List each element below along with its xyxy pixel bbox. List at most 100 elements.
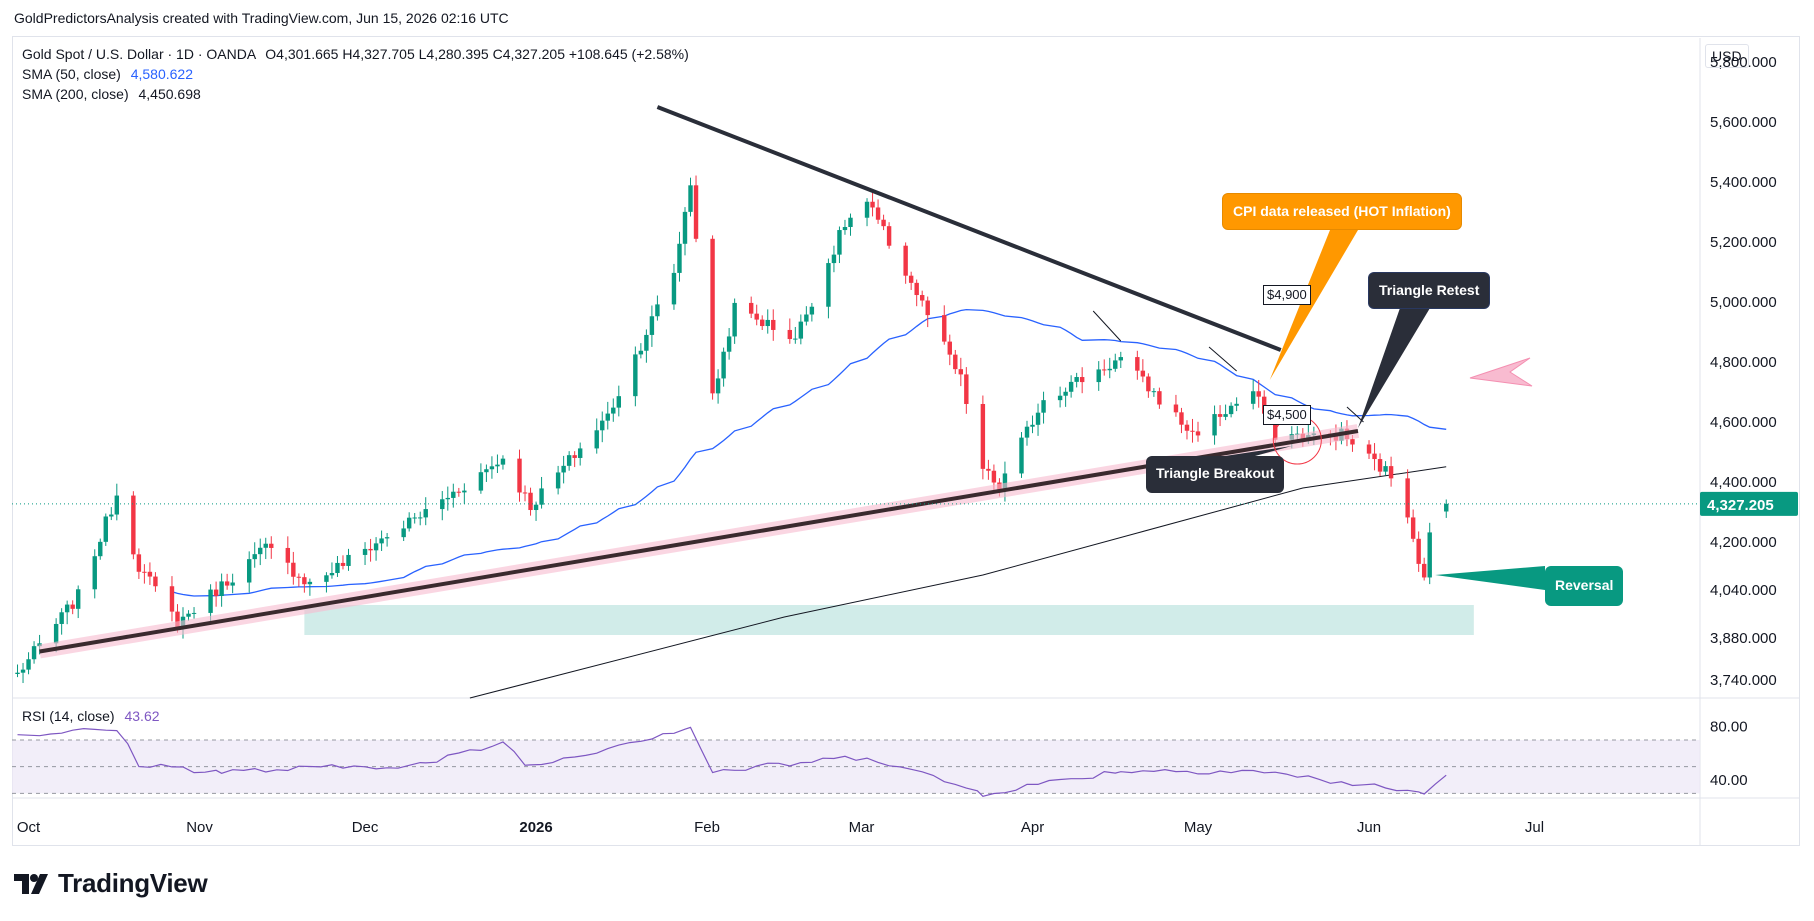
triangle-retest-callout[interactable]: Triangle Retest: [1368, 272, 1491, 309]
candle-body[interactable]: [1444, 503, 1449, 512]
candle-body[interactable]: [1057, 395, 1063, 401]
candle-body[interactable]: [947, 341, 952, 355]
candle-body[interactable]: [423, 509, 428, 518]
candle-body[interactable]: [837, 230, 842, 255]
candle-body[interactable]: [1035, 412, 1041, 425]
candle-body[interactable]: [70, 604, 75, 609]
candle-body[interactable]: [489, 466, 495, 470]
candle-body[interactable]: [925, 300, 930, 316]
candle-body[interactable]: [53, 623, 59, 644]
candle-body[interactable]: [677, 243, 682, 273]
candle-body[interactable]: [1217, 414, 1223, 417]
candle-body[interactable]: [379, 538, 384, 544]
candle-body[interactable]: [611, 407, 616, 414]
candle-body[interactable]: [771, 319, 776, 330]
candle-body[interactable]: [1019, 437, 1024, 474]
candle-body[interactable]: [20, 669, 26, 673]
candle-body[interactable]: [191, 612, 197, 614]
candle-body[interactable]: [1190, 430, 1195, 432]
candle-body[interactable]: [75, 589, 81, 609]
candle-body[interactable]: [914, 282, 919, 296]
candle-body[interactable]: [346, 554, 351, 566]
candle-body[interactable]: [1405, 478, 1410, 518]
candle-body[interactable]: [1173, 404, 1179, 413]
candle-body[interactable]: [826, 263, 831, 307]
candle-body[interactable]: [15, 672, 20, 674]
candle-body[interactable]: [324, 575, 329, 582]
candle-body[interactable]: [1146, 376, 1151, 392]
candle-body[interactable]: [953, 354, 958, 370]
candle-body[interactable]: [1107, 368, 1112, 371]
candle-body[interactable]: [500, 458, 506, 465]
candle-body[interactable]: [875, 207, 881, 220]
reversal-callout[interactable]: Reversal: [1545, 566, 1624, 606]
candle-body[interactable]: [219, 581, 224, 597]
candle-body[interactable]: [64, 604, 70, 613]
candle-body[interactable]: [528, 492, 533, 511]
candle-body[interactable]: [919, 295, 925, 301]
candle-body[interactable]: [1096, 369, 1101, 383]
candle-body[interactable]: [804, 314, 809, 322]
candle-body[interactable]: [1234, 403, 1239, 406]
candle-body[interactable]: [153, 576, 158, 587]
price-tag-4900[interactable]: $4,900: [1263, 285, 1311, 305]
candle-body[interactable]: [252, 554, 257, 560]
candle-body[interactable]: [1024, 426, 1030, 438]
sma50-label[interactable]: SMA (50, close): [22, 66, 121, 82]
sma200-label[interactable]: SMA (200, close): [22, 86, 129, 102]
candle-body[interactable]: [842, 227, 848, 231]
candle-body[interactable]: [986, 468, 991, 471]
symbol-name[interactable]: Gold Spot / U.S. Dollar · 1D · OANDA: [22, 46, 256, 62]
candle-body[interactable]: [92, 556, 97, 590]
candle-body[interactable]: [886, 226, 892, 246]
candle-body[interactable]: [1228, 405, 1234, 415]
candle-body[interactable]: [991, 470, 997, 483]
candle-body[interactable]: [908, 275, 914, 283]
candle-body[interactable]: [1118, 357, 1123, 361]
candle-body[interactable]: [362, 548, 368, 555]
candle-body[interactable]: [848, 217, 853, 228]
candle-body[interactable]: [754, 313, 759, 320]
candle-body[interactable]: [1377, 459, 1383, 472]
candle-body[interactable]: [566, 455, 572, 466]
candle-body[interactable]: [451, 491, 456, 498]
candle-body[interactable]: [1157, 391, 1162, 405]
candle-body[interactable]: [1113, 360, 1118, 369]
candle-body[interactable]: [1410, 517, 1416, 539]
candle-body[interactable]: [721, 351, 726, 379]
candle-body[interactable]: [1135, 357, 1140, 371]
candle-body[interactable]: [401, 528, 406, 538]
candle-body[interactable]: [340, 562, 346, 566]
candle-body[interactable]: [638, 350, 644, 355]
candle-body[interactable]: [136, 554, 142, 572]
candle-body[interactable]: [26, 659, 31, 670]
candle-body[interactable]: [1223, 414, 1228, 417]
candle-body[interactable]: [142, 571, 147, 573]
candle-body[interactable]: [831, 254, 837, 264]
candle-body[interactable]: [186, 613, 191, 617]
candle-body[interactable]: [495, 464, 500, 467]
support-trendline[interactable]: [39, 429, 1359, 654]
candle-body[interactable]: [329, 572, 335, 576]
candle-body[interactable]: [296, 576, 302, 578]
cpi-callout[interactable]: CPI data released (HOT Inflation): [1222, 193, 1462, 230]
price-chart[interactable]: 5,800.000 5,600.000 5,400.000 5,200.000 5,00…: [0, 0, 1814, 860]
candle-body[interactable]: [881, 219, 886, 227]
candle-body[interactable]: [1416, 538, 1421, 564]
candle-body[interactable]: [456, 491, 462, 493]
candle-body[interactable]: [793, 338, 798, 340]
candle-body[interactable]: [1102, 369, 1107, 371]
candle-body[interactable]: [561, 465, 566, 473]
candle-body[interactable]: [1350, 439, 1355, 445]
candle-body[interactable]: [539, 488, 544, 505]
triangle-breakout-callout[interactable]: Triangle Breakout: [1146, 456, 1285, 493]
candle-body[interactable]: [633, 354, 638, 397]
candle-body[interactable]: [980, 403, 986, 469]
candle-body[interactable]: [649, 316, 655, 335]
candle-body[interactable]: [1030, 424, 1035, 427]
candle-body[interactable]: [302, 577, 307, 585]
candle-body[interactable]: [1002, 473, 1008, 491]
candle-body[interactable]: [103, 516, 108, 542]
candle-body[interactable]: [1041, 400, 1046, 413]
candle-body[interactable]: [109, 514, 114, 517]
